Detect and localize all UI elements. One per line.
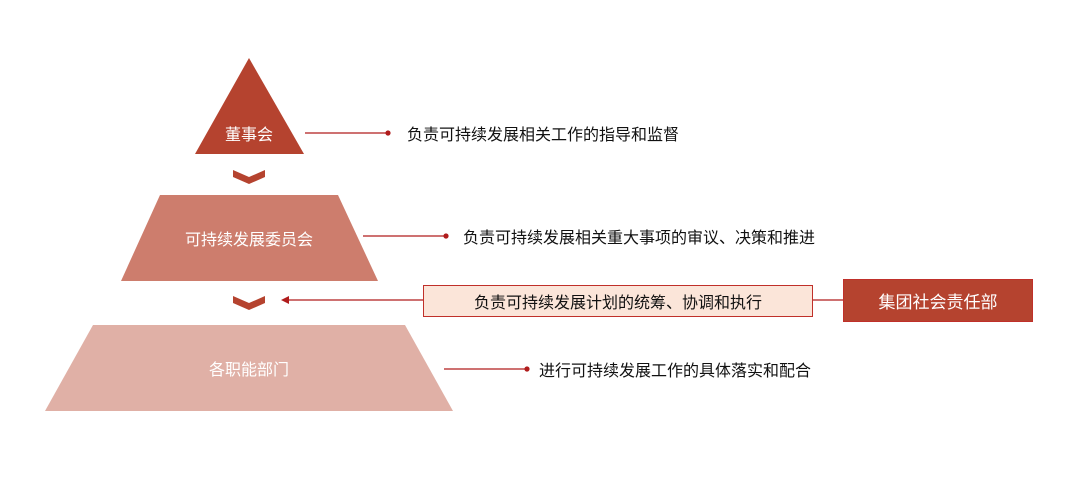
level2-description: 负责可持续发展相关重大事项的审议、决策和推进	[463, 228, 816, 247]
level3-trapezoid	[45, 325, 453, 411]
level3-label: 各职能部门	[208, 360, 290, 379]
level1-triangle	[195, 58, 304, 154]
level1-label: 董事会	[224, 125, 274, 144]
csr-department-box: 集团社会责任部	[843, 279, 1033, 322]
level1-description: 负责可持续发展相关工作的指导和监督	[407, 125, 680, 144]
level2-trapezoid	[121, 195, 378, 281]
chevron-down-icon	[233, 296, 265, 310]
execution-note: 负责可持续发展计划的统筹、协调和执行	[423, 285, 813, 317]
level3-description: 进行可持续发展工作的具体落实和配合	[539, 361, 812, 380]
level2-label: 可持续发展委员会	[184, 230, 314, 249]
chevron-down-icon	[233, 170, 265, 184]
arrow-left-icon	[281, 296, 289, 304]
